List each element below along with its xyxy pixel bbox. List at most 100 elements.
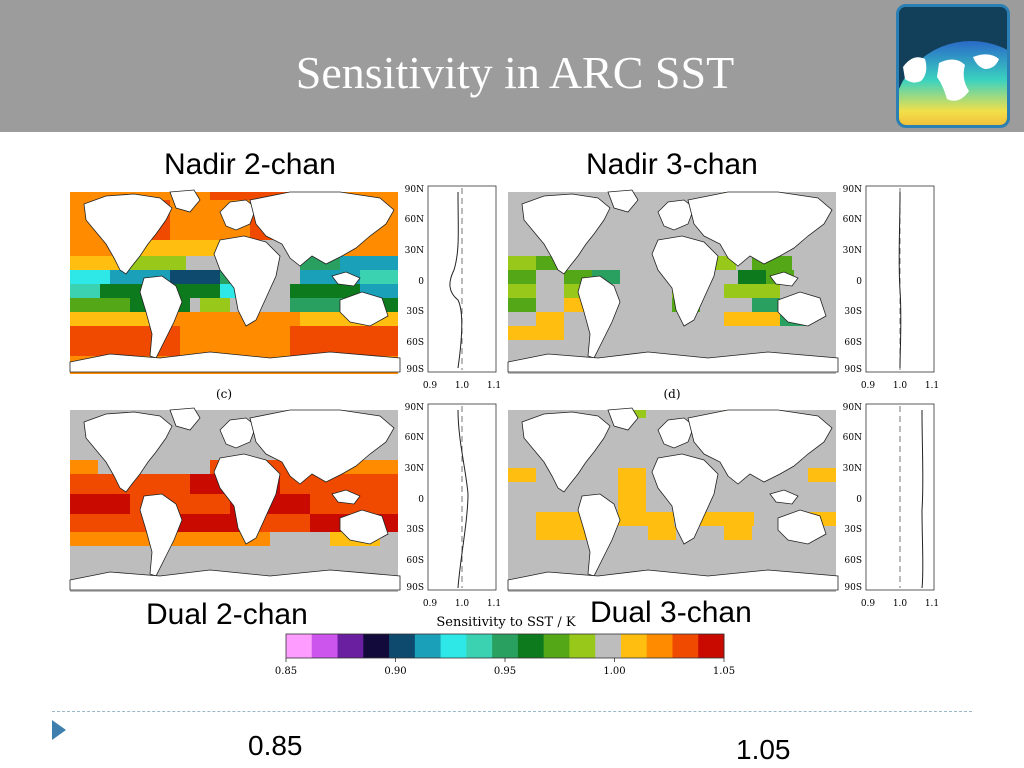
grid-cell [618,482,646,512]
sensitivity-tick-label: 1.0 [893,381,908,391]
grid-cell [140,240,220,256]
colorbar-tick-label: 1.05 [713,666,735,677]
grid-cell [70,298,130,312]
lat-label: 60S [406,338,424,348]
lat-label: 90N [405,185,424,195]
polar-gap [70,186,398,192]
grid-cell [618,468,646,482]
colorbar-segment [543,634,570,658]
lat-label: 90N [843,185,862,195]
grid-cell [126,256,186,270]
lat-label: 60N [843,433,862,443]
grid-cell [170,270,220,284]
lat-label: 0 [856,277,862,287]
grid-cell [340,256,398,270]
lat-label: 30N [405,464,424,474]
sensitivity-profile: 90N 60N 30N 0 30S 60S 90S 0.9 1.0 1.1 [843,185,939,391]
grid-cell [618,512,674,526]
lat-label: 60N [405,433,424,443]
slide-header: Sensitivity in ARC SST [0,0,1024,132]
panel-label-dual-3chan: Dual 3-chan [590,596,752,629]
colorbar-segment [492,634,519,658]
sensitivity-tick-label: 0.9 [861,599,876,609]
grid-cell [752,298,780,312]
sensitivity-profile: 90N 60N 30N 0 30S 60S 90S 0.9 1.0 1.1 [405,403,501,609]
grid-cell [290,298,350,312]
lat-label: 60N [405,215,424,225]
grid-cell [508,326,536,340]
grid-cell [508,256,536,270]
grid-cell [180,326,290,356]
lat-label: 90N [843,403,862,413]
slide-divider [52,711,972,712]
grid-cell [280,474,398,494]
grid-cell [724,312,780,326]
lat-label: 0 [418,495,424,505]
grid-cell [200,298,230,312]
grid-cell [170,284,220,298]
lat-label: 60S [406,556,424,566]
grid-cell [360,270,398,284]
colorbar-tick-label: 0.85 [275,666,297,677]
colorbar-tick-label: 1.00 [603,666,625,677]
sensitivity-profile: 90N 60N 30N 0 30S 60S 90S 0.9 1.0 1.1 [843,403,939,609]
colorbar-segment [620,634,648,658]
grid-cell [508,468,536,482]
map-nadir-3chan [507,186,839,374]
sensitivity-tick-label: 1.0 [893,599,908,609]
lat-label: 60S [844,338,862,348]
colorbar-segment [466,634,493,658]
colorbar-segment [414,634,442,658]
grid-cell [536,512,592,526]
colorbar-segment [569,634,596,658]
polar-gap [70,404,398,410]
colorbar-segment [311,634,339,658]
sensitivity-tick-label: 0.9 [423,381,438,391]
sensitivity-tick-label: 1.0 [455,599,470,609]
lat-label: 30S [406,307,424,317]
colorbar-segment [595,634,622,658]
lat-label: 60S [844,556,862,566]
lat-label: 30S [844,525,862,535]
grid-cell [536,312,564,326]
svg-text:(d): (d) [663,387,680,401]
colorbar-segment [646,634,673,658]
profile-curve [457,409,469,589]
lat-label: 60N [843,215,862,225]
lat-label: 90S [406,365,424,375]
globe-sst-logo-icon [896,4,1010,128]
map-dual-2chan [69,404,401,592]
polar-gap [508,404,836,410]
profile-curve [921,409,924,589]
colorbar-tick-label: 0.95 [494,666,516,677]
grid-cell [70,494,130,514]
grid-cell [808,468,836,482]
colorbar-segment [440,634,467,658]
lat-label: 30N [843,464,862,474]
panel-label-dual-2chan: Dual 2-chan [146,598,308,631]
sensitivity-tick-label: 0.9 [423,599,438,609]
lat-label: 90S [844,365,862,375]
grid-cell [70,270,110,284]
footer-value-left: 0.85 [248,730,303,761]
bullet-arrow-icon [52,720,66,740]
grid-cell [70,256,126,270]
panel-label-nadir-3chan: Nadir 3-chan [586,148,758,181]
lat-label: 30S [844,307,862,317]
slide-title: Sensitivity in ARC SST [295,47,735,98]
lat-label: 30S [406,525,424,535]
grid-cell [648,526,676,540]
sensitivity-tick-label: 1.1 [487,599,501,609]
panel-label-nadir-2chan: Nadir 2-chan [164,148,336,181]
colorbar-segment [389,634,416,658]
sensitivity-tick-label: 0.9 [861,381,876,391]
grid-cell [508,284,536,298]
grid-cell [70,514,160,532]
panel-letter-d: (d) [663,387,680,401]
sensitivity-tick-label: 1.1 [925,381,939,391]
colorbar-segment [672,634,699,658]
grid-cell [70,312,170,326]
grid-cell [170,312,300,326]
colorbar: 0.85 0.90 0.95 1.00 1.05 [275,633,735,677]
